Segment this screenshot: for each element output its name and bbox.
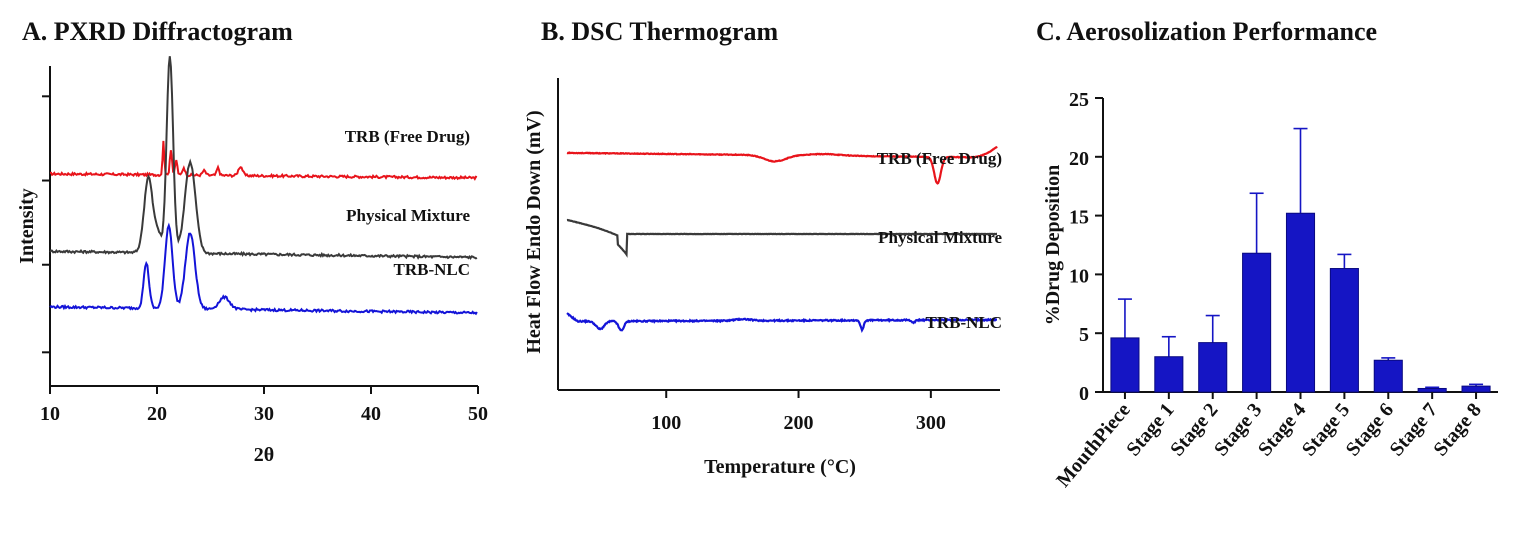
pxrd-x-tick-label: 30	[254, 403, 274, 425]
panel-a-pxrd: A. PXRD Diffractogram 10 20 30 40 50 2θ Inte…	[16, 17, 488, 466]
aero-y-tick-label: 15	[1069, 207, 1089, 229]
aero-bar	[1110, 337, 1140, 393]
aero-category-label: Stage 2	[1166, 399, 1222, 460]
aero-y-tick-label: 5	[1079, 324, 1089, 346]
aero-category-label: Stage 3	[1210, 399, 1266, 460]
pxrd-label-trb-nlc: TRB-NLC	[393, 260, 470, 279]
dsc-line-2	[566, 312, 997, 334]
dsc-label-trb-nlc: TRB-NLC	[925, 313, 1002, 332]
aero-category-label: Stage 7	[1386, 399, 1442, 460]
pxrd-x-tick-label: 20	[147, 403, 167, 425]
aero-bar	[1373, 359, 1403, 393]
pxrd-line-1	[49, 56, 478, 260]
aero-bar	[1329, 268, 1359, 393]
aero-bars	[1110, 127, 1491, 393]
pxrd-x-tick-label: 10	[40, 403, 60, 425]
aero-y-tick-label: 20	[1069, 148, 1089, 170]
panel-b-dsc: B. DSC Thermogram 100 200 300 Temperature …	[523, 17, 1002, 478]
dsc-series	[566, 145, 998, 334]
aero-category-label: Stage 1	[1122, 399, 1178, 460]
aero-bar	[1417, 387, 1447, 393]
dsc-line-1	[566, 218, 997, 258]
pxrd-x-tick-label: 50	[468, 403, 488, 425]
aero-y-ticks: 0 5 10 15 20 25	[1069, 89, 1103, 405]
aero-category-label: Stage 6	[1342, 399, 1398, 460]
pxrd-x-label: 2θ	[254, 444, 274, 466]
aero-y-tick-label: 0	[1079, 383, 1089, 405]
pxrd-y-ticks	[42, 95, 50, 354]
dsc-title: B. DSC Thermogram	[541, 17, 778, 46]
pxrd-label-trb: TRB (Free Drug)	[345, 127, 470, 146]
pxrd-x-tick-label: 40	[361, 403, 381, 425]
aero-bar	[1461, 385, 1491, 393]
aero-bar	[1154, 356, 1184, 393]
aero-bar	[1198, 342, 1228, 393]
dsc-x-tick-label: 200	[784, 412, 814, 434]
aero-title: C. Aerosolization Performance	[1036, 17, 1377, 46]
pxrd-title: A. PXRD Diffractogram	[22, 17, 293, 46]
dsc-label-physical-mixture: Physical Mixture	[878, 228, 1002, 247]
aero-category-label: Stage 5	[1298, 399, 1354, 460]
dsc-y-label: Heat Flow Endo Down (mV)	[523, 110, 545, 353]
pxrd-x-ticks: 10 20 30 40 50	[40, 386, 488, 425]
aero-bar	[1285, 212, 1316, 393]
dsc-x-ticks: 100 200 300	[651, 390, 946, 434]
dsc-line-0	[566, 145, 998, 185]
dsc-label-trb: TRB (Free Drug)	[877, 149, 1002, 168]
aero-y-tick-label: 10	[1069, 265, 1089, 287]
aero-category-label: Stage 4	[1254, 399, 1310, 460]
aero-bar	[1242, 252, 1272, 393]
aero-y-tick-label: 25	[1069, 89, 1089, 111]
pxrd-line-0	[49, 140, 478, 181]
dsc-x-label: Temperature (°C)	[704, 456, 856, 478]
dsc-x-tick-label: 300	[916, 412, 946, 434]
pxrd-line-2	[49, 222, 478, 316]
aero-y-label: %Drug Deposition	[1042, 165, 1064, 326]
aero-category-label: Stage 8	[1429, 399, 1485, 460]
pxrd-label-physical-mixture: Physical Mixture	[346, 206, 470, 225]
dsc-x-tick-label: 100	[651, 412, 681, 434]
pxrd-y-label: Intensity	[16, 188, 38, 264]
panel-c-aerosolization: C. Aerosolization Performance 0 5 10 15 20 25…	[1036, 17, 1498, 491]
pxrd-series	[49, 56, 478, 316]
